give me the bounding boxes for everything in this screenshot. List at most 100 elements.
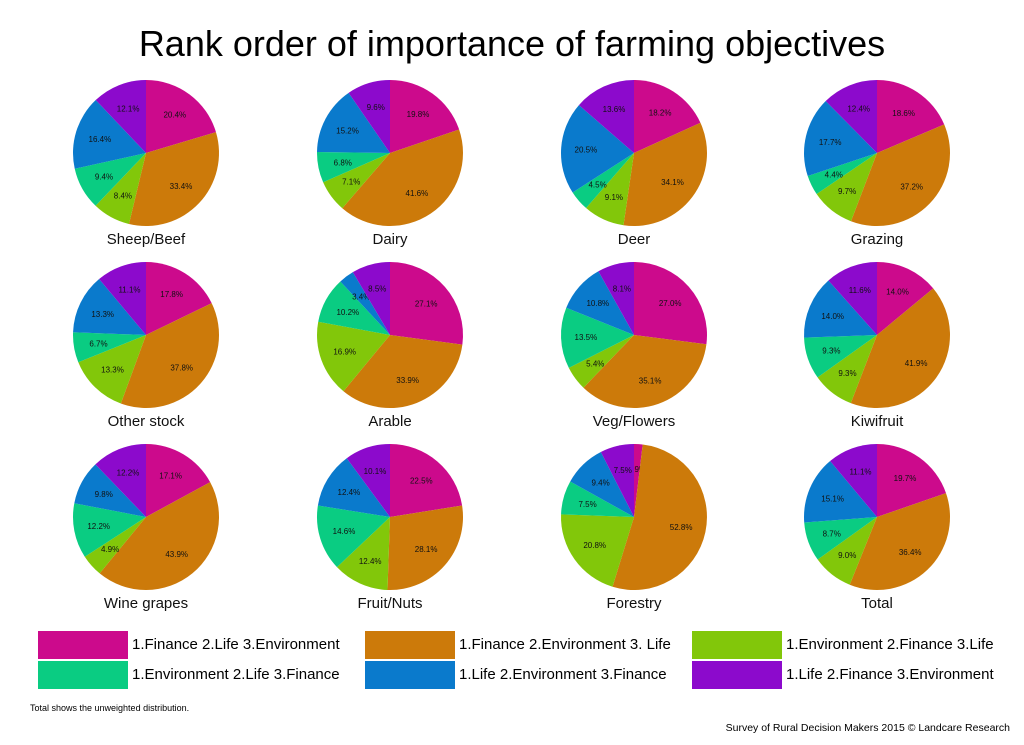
pie-slice xyxy=(804,280,877,338)
slice-label: 15.1% xyxy=(821,494,844,503)
pie-slice xyxy=(807,153,877,195)
slice-label: 4.9% xyxy=(101,545,119,554)
pie-slice xyxy=(572,153,634,209)
slice-label: 34.1% xyxy=(661,178,684,187)
pie-slice xyxy=(586,153,634,226)
pie-slice xyxy=(877,444,946,517)
pie-slice xyxy=(343,335,463,409)
legend-swatch-5 xyxy=(365,661,455,689)
slice-label: 10.8% xyxy=(586,299,609,308)
pie-caption: Forestry xyxy=(606,595,662,612)
pie-slice xyxy=(318,281,390,335)
slice-label: 12.1% xyxy=(117,104,140,113)
legend-label-6: 1.Life 2.Finance 3.Environment xyxy=(786,666,994,683)
pie-slice xyxy=(804,461,877,523)
slice-label: 33.9% xyxy=(396,376,419,385)
slice-label: 18.2% xyxy=(649,109,672,118)
pie-slice xyxy=(390,262,464,345)
slice-label: 8.1% xyxy=(613,284,631,293)
pie-slice xyxy=(352,262,390,335)
slice-label: 20.5% xyxy=(575,146,598,155)
pie-slice xyxy=(390,80,460,153)
slice-label: 5.4% xyxy=(586,360,604,369)
pie-slice xyxy=(74,153,146,206)
pie-slice xyxy=(340,272,390,335)
pie-slice xyxy=(99,262,146,335)
pie-slice xyxy=(817,517,877,585)
pie-slice xyxy=(828,262,877,335)
pie-slice xyxy=(623,122,708,227)
pie-slice xyxy=(84,517,146,574)
pie-slice xyxy=(316,505,390,568)
pie-slice xyxy=(877,262,934,335)
pie-sheep-beef: 20.4% 33.4% 8.4%9.4% 16.4% 12.1% Sheep/Beef xyxy=(72,79,220,248)
slice-label: 18.6% xyxy=(892,109,915,118)
slice-label: 37.8% xyxy=(170,363,193,372)
pie-caption: Grazing xyxy=(851,231,904,248)
pie-slice xyxy=(346,444,390,517)
slice-label: 10.2% xyxy=(336,308,359,317)
slice-label: 14.0% xyxy=(821,312,844,321)
pie-slice xyxy=(568,335,634,388)
slice-label: 35.1% xyxy=(639,376,662,385)
pie-slice xyxy=(566,271,634,335)
pie-slice xyxy=(850,288,951,408)
pie-kiwifruit: 14.0% 41.9% 9.3% 9.3% 14.0% 11.6% Kiwifruit xyxy=(804,262,951,430)
slice-label: 9.4% xyxy=(95,173,113,182)
pie-caption: Kiwifruit xyxy=(851,413,904,430)
pie-slice xyxy=(317,458,390,517)
pie-slice xyxy=(877,80,945,153)
pie-slice xyxy=(561,514,634,587)
pie-caption: Veg/Flowers xyxy=(593,413,676,430)
pie-slice xyxy=(816,153,877,222)
pie-slice xyxy=(634,80,701,153)
slice-label: 14.0% xyxy=(886,287,909,296)
slice-label: 16.9% xyxy=(333,348,356,357)
pie-caption: Dairy xyxy=(372,231,408,248)
pie-caption: Other stock xyxy=(108,413,185,430)
slice-label: 27.0% xyxy=(659,299,682,308)
legend-swatch-2 xyxy=(365,631,455,659)
pie-arable: 27.1% 33.9% 16.9% 10.2% 3.4%8.5% Arable xyxy=(317,262,464,430)
pie-slice xyxy=(146,262,212,335)
slice-label: 11.6% xyxy=(849,286,871,295)
pie-wine-grapes: 17.1% 43.9% 4.9% 12.2% 9.8% 12.2% Wine grapes xyxy=(72,444,219,612)
legend-swatch-4 xyxy=(38,661,128,689)
pie-slice xyxy=(804,101,877,176)
slice-label: 6.8% xyxy=(334,159,352,168)
slice-label: 13.3% xyxy=(101,366,124,375)
slice-label: 16.4% xyxy=(89,135,112,144)
pie-slice xyxy=(95,153,146,224)
pie-slice xyxy=(612,444,707,590)
slice-label: 9.0% xyxy=(838,551,856,560)
slice-label: 12.2% xyxy=(87,522,110,531)
slice-label: 20.8% xyxy=(583,541,606,550)
slice-label: 1.9% xyxy=(628,465,646,474)
slice-label: 19.8% xyxy=(407,110,430,119)
pie-fruit-nuts: 22.5% 28.1% 12.4% 14.6% 12.4% 10.1% Fruit/Nuts xyxy=(316,444,464,612)
pie-slice xyxy=(128,132,220,227)
slice-label: 11.1% xyxy=(118,286,140,295)
pie-veg-flowers: 27.0% 35.1% 5.4% 13.5% 10.8% 8.1% Veg/Flowers xyxy=(561,262,708,430)
pie-other-stock: 17.8% 37.8% 13.3% 6.7% 13.3% 11.1% Other stock xyxy=(72,262,220,430)
pie-dairy: 19.8% 41.6% 7.1% 6.8% 15.2% 9.6% Dairy xyxy=(317,80,463,248)
pie-slice xyxy=(561,105,634,193)
pie-slice xyxy=(336,517,390,590)
slice-label: 27.1% xyxy=(415,299,438,308)
pie-slice xyxy=(825,80,877,153)
pie-slice xyxy=(849,493,950,590)
slice-label: 12.2% xyxy=(117,468,140,477)
pie-deer: 18.2% 34.1% 9.1% 4.5% 20.5% 13.6% Deer xyxy=(561,80,708,248)
pie-slice xyxy=(317,92,390,153)
slice-label: 12.4% xyxy=(847,104,870,113)
legend-swatch-3 xyxy=(692,631,782,659)
slice-label: 28.1% xyxy=(415,545,438,554)
pie-slice xyxy=(583,335,707,408)
footnote: Total shows the unweighted distribution. xyxy=(30,703,190,713)
slice-label: 33.4% xyxy=(170,182,193,191)
pie-slice xyxy=(99,482,219,591)
pie-grazing: 18.6% 37.2% 9.7% 4.4% 17.7% 12.4% Grazing xyxy=(804,80,951,248)
slice-label: 37.2% xyxy=(900,182,923,191)
pie-slice xyxy=(634,262,708,345)
slice-label: 52.8% xyxy=(670,523,693,532)
